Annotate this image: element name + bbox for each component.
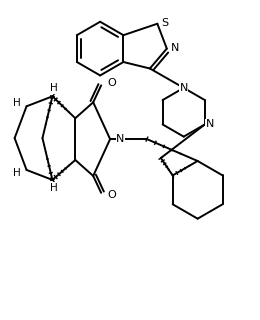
Text: H: H: [13, 98, 21, 108]
Text: H: H: [13, 168, 21, 178]
Text: O: O: [107, 190, 116, 200]
Text: N: N: [179, 83, 188, 93]
Text: S: S: [161, 18, 168, 28]
Text: N: N: [171, 43, 179, 52]
Text: H: H: [50, 84, 57, 93]
Text: H: H: [50, 183, 57, 193]
Text: O: O: [107, 78, 116, 88]
Text: N: N: [116, 134, 125, 144]
Text: N: N: [206, 119, 214, 130]
